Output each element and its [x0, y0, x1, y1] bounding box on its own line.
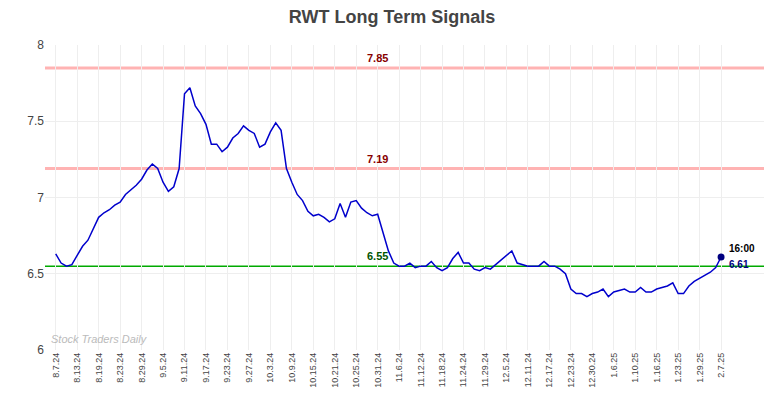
- svg-text:11.29.24: 11.29.24: [480, 353, 490, 387]
- svg-text:6.55: 6.55: [367, 250, 388, 262]
- svg-text:1.16.25: 1.16.25: [652, 353, 662, 383]
- svg-text:12.23.24: 12.23.24: [566, 353, 576, 388]
- svg-text:9.11.24: 9.11.24: [179, 353, 189, 382]
- svg-text:7.5: 7.5: [27, 114, 44, 128]
- svg-text:1.23.25: 1.23.25: [673, 353, 683, 383]
- svg-text:12.11.24: 12.11.24: [523, 353, 533, 387]
- svg-text:8.19.24: 8.19.24: [94, 353, 104, 383]
- svg-text:7.19: 7.19: [367, 153, 388, 165]
- svg-text:7: 7: [37, 191, 44, 205]
- svg-text:8: 8: [37, 38, 44, 52]
- svg-text:6.61: 6.61: [729, 259, 749, 270]
- svg-text:8.29.24: 8.29.24: [137, 353, 147, 383]
- svg-text:11.24.24: 11.24.24: [458, 353, 468, 387]
- svg-text:16:00: 16:00: [729, 243, 755, 254]
- svg-text:1.10.25: 1.10.25: [630, 353, 640, 383]
- svg-text:10.9.24: 10.9.24: [287, 353, 297, 383]
- svg-text:RWT Long Term Signals: RWT Long Term Signals: [289, 7, 495, 27]
- svg-text:Stock Traders Daily: Stock Traders Daily: [51, 333, 148, 345]
- svg-text:12.5.24: 12.5.24: [501, 353, 511, 383]
- svg-text:9.27.24: 9.27.24: [244, 353, 254, 383]
- svg-text:10.31.24: 10.31.24: [373, 353, 383, 388]
- svg-text:6.5: 6.5: [27, 267, 44, 281]
- svg-text:8.7.24: 8.7.24: [51, 353, 61, 378]
- svg-text:11.18.24: 11.18.24: [437, 353, 447, 387]
- svg-text:1.6.25: 1.6.25: [609, 353, 619, 378]
- svg-text:6: 6: [37, 343, 44, 357]
- svg-text:12.17.24: 12.17.24: [544, 353, 554, 388]
- svg-text:2.7.25: 2.7.25: [716, 353, 726, 378]
- svg-text:11.12.24: 11.12.24: [416, 353, 426, 387]
- svg-text:8.23.24: 8.23.24: [115, 353, 125, 383]
- svg-text:11.6.24: 11.6.24: [394, 353, 404, 382]
- svg-text:7.85: 7.85: [367, 52, 388, 64]
- svg-text:10.25.24: 10.25.24: [351, 353, 361, 388]
- svg-text:10.15.24: 10.15.24: [308, 353, 318, 388]
- svg-text:8.13.24: 8.13.24: [72, 353, 82, 383]
- svg-text:12.30.24: 12.30.24: [587, 353, 597, 388]
- svg-text:9.17.24: 9.17.24: [201, 353, 211, 383]
- svg-text:9.5.24: 9.5.24: [158, 353, 168, 378]
- svg-text:1.29.25: 1.29.25: [695, 353, 705, 383]
- svg-text:10.3.24: 10.3.24: [265, 353, 275, 383]
- svg-text:10.21.24: 10.21.24: [330, 353, 340, 388]
- svg-text:9.23.24: 9.23.24: [222, 353, 232, 383]
